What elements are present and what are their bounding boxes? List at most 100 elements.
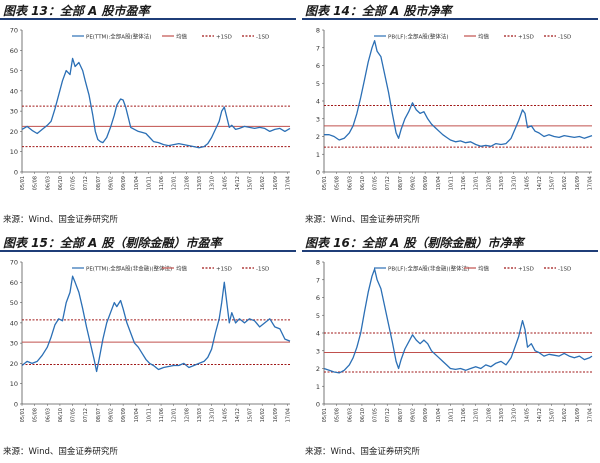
x-tick-label: 16/02 xyxy=(260,176,266,190)
chart-panel-pe-all-a: 图表 13：全部 A 股市盈率 0 10 20 30 40 50 60 70 05/01 05/0… xyxy=(0,0,296,231)
x-tick-label: 08/07 xyxy=(398,176,404,190)
y-tick-label: 8 xyxy=(316,259,320,267)
chart-title: 图表 14：全部 A 股市净率 xyxy=(305,4,452,18)
x-tick-label: 05/08 xyxy=(33,176,39,190)
x-tick-label: 07/05 xyxy=(71,176,77,190)
x-tick-label: 07/05 xyxy=(373,408,379,422)
x-tick-label: 13/10 xyxy=(512,408,518,422)
y-tick-label: 10 xyxy=(10,148,18,156)
y-tick-label: 2 xyxy=(316,133,320,141)
title-underline xyxy=(0,18,296,20)
x-tick-label: 06/10 xyxy=(360,176,366,190)
y-tick-label: 0 xyxy=(14,401,18,409)
x-tick-label: 07/12 xyxy=(83,408,89,422)
y-tick-label: 5 xyxy=(316,312,320,320)
x-tick-label: 16/02 xyxy=(562,408,568,422)
x-tick-label: 07/05 xyxy=(373,176,379,190)
x-tick-label: 06/03 xyxy=(347,408,353,422)
y-tick-label: 3 xyxy=(316,115,320,123)
x-tick-label: 09/02 xyxy=(410,176,416,190)
x-tick-label: 06/10 xyxy=(360,408,366,422)
x-tick-label: 14/12 xyxy=(537,176,543,190)
chart-title: 图表 13：全部 A 股市盈率 xyxy=(3,4,150,18)
chart-area: 0 1 2 3 4 5 6 7 8 05/01 05/08 06/03 06/10 07/05 07/12 0… xyxy=(302,254,598,442)
legend-label: -1SD xyxy=(256,266,269,272)
x-tick-label: 15/07 xyxy=(550,408,556,422)
legend-label: PB(LF):全部A股(非金融)(整体法) xyxy=(388,264,469,272)
x-tick-label: 16/02 xyxy=(260,408,266,422)
x-tick-label: 15/07 xyxy=(550,176,556,190)
x-tick-label: 07/12 xyxy=(385,408,391,422)
legend-label: -1SD xyxy=(558,34,571,40)
y-tick-label: 40 xyxy=(10,87,18,95)
x-tick-label: 15/07 xyxy=(248,176,254,190)
x-tick-label: 12/08 xyxy=(184,176,190,190)
x-tick-label: 09/09 xyxy=(423,176,429,190)
x-tick-label: 16/09 xyxy=(273,408,279,422)
y-tick-label: 1 xyxy=(316,383,320,391)
x-tick-label: 11/06 xyxy=(159,176,165,190)
x-tick-label: 13/03 xyxy=(197,176,203,190)
x-tick-label: 13/10 xyxy=(512,176,518,190)
x-tick-label: 09/02 xyxy=(410,408,416,422)
y-tick-label: 20 xyxy=(10,128,18,136)
chart-svg: 0 1 2 3 4 5 6 7 8 05/01 05/08 06/03 06/10 07/05 07/12 0… xyxy=(316,27,594,191)
x-tick-label: 14/12 xyxy=(235,408,241,422)
source-note: 来源：Wind、国金证券研究所 xyxy=(305,215,420,225)
legend-label: PB(LF):全部A股(整体法) xyxy=(388,32,449,40)
x-tick-label: 11/06 xyxy=(461,408,467,422)
series-line xyxy=(323,268,593,374)
x-tick-label: 05/01 xyxy=(322,408,328,422)
x-tick-label: 16/02 xyxy=(562,176,568,190)
x-tick-label: 09/09 xyxy=(423,408,429,422)
x-tick-label: 05/01 xyxy=(20,408,26,422)
x-tick-label: 05/01 xyxy=(322,176,328,190)
y-tick-label: 3 xyxy=(316,347,320,355)
x-tick-label: 12/01 xyxy=(172,176,178,190)
x-tick-label: 11/06 xyxy=(461,176,467,190)
x-tick-label: 08/07 xyxy=(398,408,404,422)
x-tick-label: 16/09 xyxy=(575,176,581,190)
legend-label: +1SD xyxy=(518,34,534,40)
y-tick-label: 6 xyxy=(316,294,320,302)
x-tick-label: 09/09 xyxy=(121,408,127,422)
x-tick-label: 14/12 xyxy=(537,408,543,422)
x-tick-label: 05/08 xyxy=(33,408,39,422)
title-underline xyxy=(0,250,296,252)
series-line xyxy=(324,40,593,147)
series-line xyxy=(21,57,291,149)
x-tick-label: 17/04 xyxy=(285,408,291,422)
y-tick-label: 0 xyxy=(316,401,320,409)
x-tick-label: 10/11 xyxy=(448,176,454,190)
x-tick-label: 17/04 xyxy=(587,408,593,422)
y-tick-label: 60 xyxy=(10,47,18,55)
y-tick-label: 7 xyxy=(316,44,320,52)
x-tick-label: 10/11 xyxy=(146,408,152,422)
chart-panel-pb-nonfin: 图表 16：全部 A 股（剔除金融）市净率 0 1 2 3 4 5 6 7 8 05/01 05/0… xyxy=(302,232,598,463)
legend-label: +1SD xyxy=(216,266,232,272)
chart-title: 图表 15：全部 A 股（剔除金融）市盈率 xyxy=(3,236,222,250)
chart-svg: 0 10 20 30 40 50 60 70 05/01 05/08 06/03 06/10 07/05… xyxy=(10,27,292,191)
x-tick-label: 15/07 xyxy=(248,408,254,422)
legend-label: +1SD xyxy=(216,34,232,40)
y-tick-label: 50 xyxy=(10,299,18,307)
x-tick-label: 12/08 xyxy=(486,408,492,422)
x-tick-label: 09/02 xyxy=(108,408,114,422)
y-tick-label: 10 xyxy=(10,380,18,388)
y-tick-label: 30 xyxy=(10,340,18,348)
x-tick-label: 14/05 xyxy=(222,408,228,422)
x-tick-label: 14/05 xyxy=(524,408,530,422)
source-note: 来源：Wind、国金证券研究所 xyxy=(305,447,420,457)
title-underline xyxy=(302,18,598,20)
x-tick-label: 17/04 xyxy=(587,176,593,190)
x-tick-label: 08/07 xyxy=(96,176,102,190)
legend-label: -1SD xyxy=(558,266,571,272)
y-tick-label: 40 xyxy=(10,319,18,327)
x-tick-label: 06/10 xyxy=(58,176,64,190)
legend-label: 均值 xyxy=(176,32,188,40)
y-tick-label: 0 xyxy=(316,169,320,177)
chart-panel-pe-nonfin: 图表 15：全部 A 股（剔除金融）市盈率 0 10 20 30 40 50 60 70 05/… xyxy=(0,232,296,463)
chart-area: 0 10 20 30 40 50 60 70 05/01 05/08 06/03 06/10 07/05… xyxy=(0,22,296,210)
x-tick-label: 06/03 xyxy=(347,176,353,190)
x-tick-label: 06/03 xyxy=(45,408,51,422)
